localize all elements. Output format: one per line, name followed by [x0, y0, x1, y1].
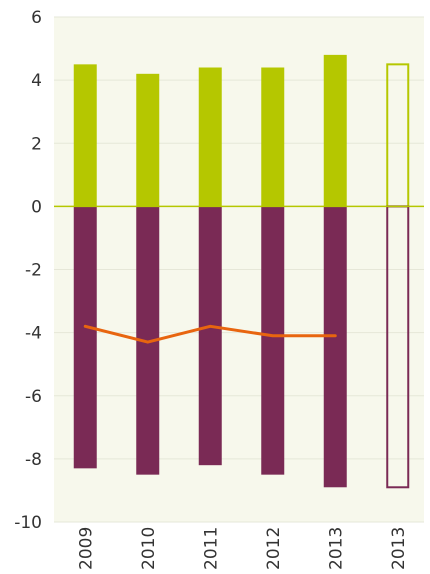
y-tick-label: -10 — [14, 513, 42, 533]
negative-bar — [323, 206, 347, 488]
positive-bar — [261, 67, 285, 207]
line-series — [83, 324, 337, 344]
negative-bar — [136, 206, 160, 475]
negative-bar — [261, 206, 285, 475]
y-tick-label: 0 — [31, 197, 42, 217]
y-tick-label: -4 — [25, 324, 42, 344]
x-tick-label: 2012 — [264, 527, 284, 570]
x-tick-label: 2013 — [326, 527, 346, 570]
x-tick-label: 2011 — [201, 527, 221, 570]
y-axis-ticks: 6 4 2 0 -2 -4 -6 -8 -10 — [14, 8, 42, 533]
x-tick-label: 2009 — [76, 527, 96, 570]
positive-bar — [136, 73, 160, 207]
x-tick-label: 2010 — [139, 527, 159, 570]
gridlines — [54, 16, 424, 523]
y-tick-label: 6 — [31, 8, 42, 28]
y-tick-label: 2 — [31, 134, 42, 154]
bars — [73, 54, 410, 489]
x-tick-label: 2013 — [389, 527, 409, 570]
y-tick-label: 4 — [31, 71, 42, 91]
y-tick-label: -8 — [25, 450, 42, 470]
x-axis-ticks: 2009 2010 2011 2012 2013 2013 — [76, 527, 409, 570]
y-tick-label: -2 — [25, 261, 42, 281]
positive-bar — [198, 67, 222, 207]
y-tick-label: -6 — [25, 387, 42, 407]
negative-bar — [198, 206, 222, 466]
positive-bar — [323, 54, 347, 207]
negative-bar — [73, 206, 97, 469]
trend-line — [83, 324, 337, 344]
positive-bar — [73, 64, 97, 207]
